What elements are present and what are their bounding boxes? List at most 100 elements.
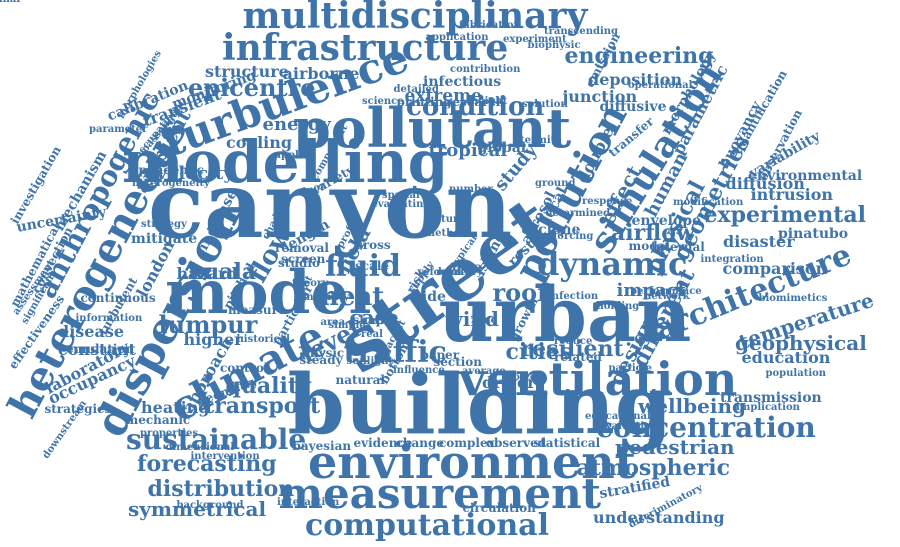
word-distribution: distribution xyxy=(147,476,295,502)
word-educational: educational xyxy=(585,411,651,422)
word-infectious: infectious xyxy=(423,74,502,90)
word-airflow: airflow xyxy=(611,220,695,246)
word-reduce: reduce xyxy=(554,336,593,347)
word-cities: cities xyxy=(505,339,573,365)
word-comparison: comparison xyxy=(722,259,828,278)
word-building: building xyxy=(287,357,673,453)
word-termite: termite xyxy=(520,135,562,146)
word-particle: particle xyxy=(608,363,652,374)
word-pollutant: pollutant xyxy=(293,96,572,160)
word-mobility: mobility xyxy=(303,292,350,303)
word-background: background xyxy=(176,500,244,511)
word-driver: driver xyxy=(482,373,536,392)
word-population: population xyxy=(765,368,827,379)
word-quality: quality xyxy=(225,373,311,399)
word-heterogeneity: heterogeneity xyxy=(132,178,210,189)
word-constant: constant xyxy=(58,340,136,359)
word-zone: zone xyxy=(471,315,497,326)
word-application: application xyxy=(425,32,489,43)
word-holding: holding xyxy=(596,301,640,312)
word-control: control xyxy=(220,361,269,375)
word-future: future xyxy=(429,214,465,225)
word-number: number xyxy=(449,184,493,195)
word-influence: influence xyxy=(393,365,445,376)
word-section: section xyxy=(433,355,483,369)
word-science: science xyxy=(362,96,404,107)
word-higher: higher xyxy=(183,330,243,349)
word-impact: impact xyxy=(616,280,686,301)
word-cooling: cooling xyxy=(226,133,293,152)
word-airborne: airborne xyxy=(282,64,360,83)
word-condition: condition xyxy=(406,92,545,122)
word-sunlight: sunlight xyxy=(346,356,394,367)
word-canyon: canyon xyxy=(148,151,513,259)
word-modification: modification xyxy=(673,197,744,208)
word-ground: ground xyxy=(535,178,576,189)
word-energy: energy xyxy=(262,114,332,135)
word-laminar: laminar xyxy=(0,0,22,5)
word-infection: infection xyxy=(548,291,599,302)
word-hazard: hazard xyxy=(176,264,238,283)
word-diffusion: diffusion xyxy=(725,174,805,193)
word-evidence: evidence xyxy=(353,436,413,450)
word-intrusion: intrusion xyxy=(750,185,834,204)
word-complex: complex xyxy=(439,436,495,450)
word-paper: paper xyxy=(420,348,460,362)
word-education: education xyxy=(741,348,831,367)
word-forcing: forcing xyxy=(553,231,594,242)
word-transmission: transmission xyxy=(720,390,822,406)
word-wind: wind xyxy=(445,307,499,331)
word-simple: simple xyxy=(328,320,366,331)
word-steady: steady xyxy=(299,353,343,367)
word-vortex: vortex xyxy=(507,372,543,383)
word-understanding: understanding xyxy=(593,508,725,527)
word-extreme: extreme xyxy=(404,85,482,106)
word-bayesian: bayesian xyxy=(292,439,352,453)
word-kuala: kuala xyxy=(188,259,257,285)
word-lead: lead xyxy=(438,267,462,278)
word-global: global xyxy=(477,140,527,156)
word-disaster: disaster xyxy=(723,232,795,251)
word-envelope: envelope xyxy=(631,213,701,229)
word-implication: implication xyxy=(736,402,800,413)
word-geophysical: geophysical xyxy=(735,331,867,355)
word-evaluation: evaluation xyxy=(599,421,659,432)
word-real: real xyxy=(361,329,383,340)
word-interaction: interaction xyxy=(277,497,340,508)
word-modelling: modelling xyxy=(122,128,449,196)
word-printing: printing xyxy=(396,95,452,109)
word-wellbeing: wellbeing xyxy=(638,394,746,418)
word-velocity: velocity xyxy=(156,163,234,184)
word-environment: environment xyxy=(308,435,636,489)
word-atmospheric: atmospheric xyxy=(576,455,730,481)
word-urban: urban xyxy=(438,270,692,359)
word-removal: removal xyxy=(275,241,329,255)
word-network: network xyxy=(644,291,690,302)
word-traffic: traffic xyxy=(343,335,447,370)
word-observed: observed xyxy=(486,436,547,450)
word-area: area xyxy=(320,317,346,328)
word-spatial: spatial xyxy=(382,190,420,201)
word-mitigate: mitigate xyxy=(131,231,198,247)
word-performance: performance xyxy=(630,286,702,297)
word-experiment: experiment xyxy=(503,34,567,45)
word-modal: modal xyxy=(628,239,670,253)
word-multidisciplinary: multidisciplinary xyxy=(242,0,588,37)
word-measurement: measurement xyxy=(278,469,602,518)
word-cyclone: cyclone xyxy=(521,222,581,238)
word-experimental: experimental xyxy=(703,202,867,228)
word-tropical: tropical xyxy=(428,140,508,161)
word-structure: structure xyxy=(205,62,289,81)
word-computational: computational xyxy=(305,508,550,543)
word-operational: operational xyxy=(628,80,693,91)
word-biomimetics: biomimetics xyxy=(758,293,828,304)
word-physic: physic xyxy=(301,346,345,360)
word-velocimetry: velocimetry xyxy=(417,267,483,278)
word-historical: historical xyxy=(236,334,290,345)
word-diffusive: diffusive xyxy=(599,99,667,115)
word-integration: integration xyxy=(700,254,764,265)
word-research: research xyxy=(446,95,505,109)
word-strategies: strategies xyxy=(44,402,112,416)
word-scale: scale xyxy=(355,259,390,273)
